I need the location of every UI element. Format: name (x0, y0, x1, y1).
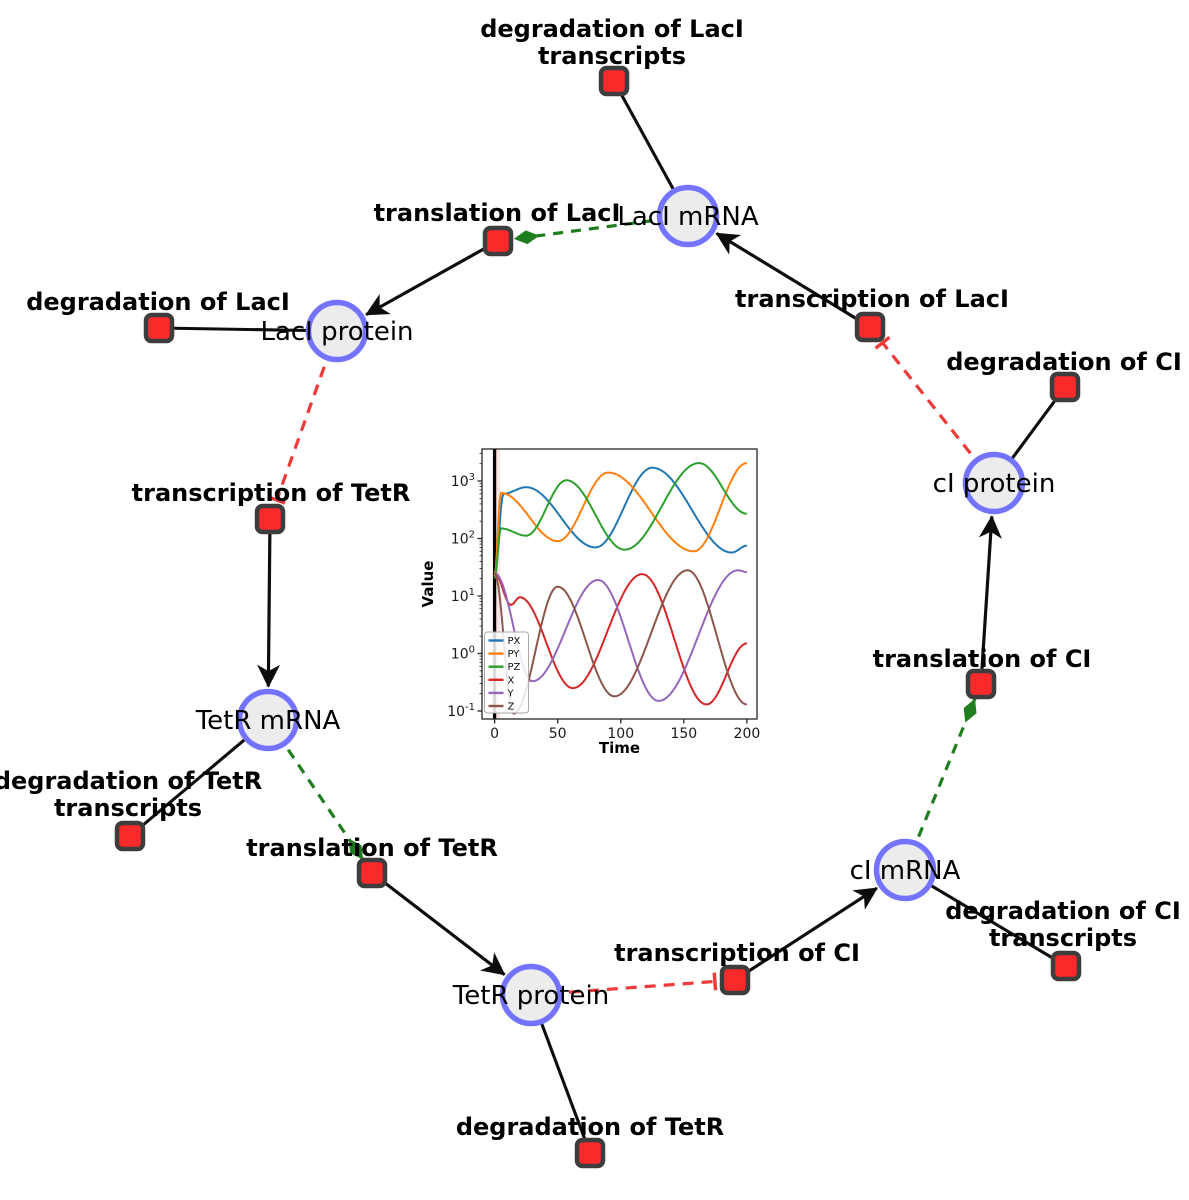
chart-series-PX (493, 466, 747, 574)
reaction-node-transcription-laci (854, 311, 886, 343)
chart-axes-box (481, 448, 758, 720)
reaction-label-translation-laci: translation of LacI (374, 199, 621, 227)
edge-transcription-ci-to-ci-mrna (734, 886, 878, 982)
species-nodes-layer (236, 184, 1026, 1027)
species-label-ci-mrna: cI mRNA (850, 856, 961, 886)
reaction-node-deg-tetr-transcripts (114, 820, 146, 852)
labels-layer: LacI mRNA LacI protein TetR mRNA TetR prote… (0, 15, 1182, 1141)
reaction-node-translation-ci (965, 668, 997, 700)
reaction-node-deg-ci-transcripts (1050, 950, 1082, 982)
legend-label-PX: PX (508, 636, 521, 647)
species-label-ci-protein: cI protein (933, 469, 1056, 499)
reaction-label-deg-ci-transcripts: degradation of CI (945, 897, 1181, 925)
chart-series-PZ (493, 462, 747, 579)
y-tick-label: 102 (451, 530, 475, 548)
reaction-label-transcription-ci: transcription of CI (614, 939, 860, 967)
reaction-label-transcription-tetr: transcription of TetR (132, 479, 411, 507)
species-node-tetr-mrna (236, 688, 300, 752)
edge-transcription-tetr-to-tetr-mrna (257, 518, 281, 688)
chart-series-Z (493, 569, 747, 715)
y-tick-label: 10-1 (447, 702, 475, 720)
reaction-node-transcription-tetr (254, 503, 286, 535)
chart-legend: PX PY PZ XYZ (484, 631, 529, 714)
species-label-tetr-protein: TetR protein (452, 981, 609, 1011)
reaction-label-deg-laci: degradation of LacI (26, 288, 290, 316)
x-tick-label: 200 (734, 726, 761, 742)
reaction-label-deg-ci-transcripts-line2: transcripts (989, 924, 1137, 952)
reaction-node-deg-tetr (574, 1137, 606, 1169)
reaction-node-transcription-ci (719, 964, 751, 996)
reaction-node-translation-tetr (356, 857, 388, 889)
legend-label-PY: PY (508, 649, 521, 660)
chart-series-group (493, 462, 747, 715)
species-node-tetr-protein (499, 963, 563, 1027)
x-tick-label: 150 (670, 726, 697, 742)
y-tick-label: 101 (451, 587, 475, 605)
chart-series-X (494, 572, 747, 706)
chart-ylabel: Value (419, 561, 437, 608)
legend-box (484, 631, 529, 714)
reaction-label-deg-tetr-transcripts-line2: transcripts (54, 794, 202, 822)
legend-label-PZ: PZ (508, 662, 521, 673)
reaction-label-deg-ci: degradation of CI (946, 348, 1182, 376)
chart-series-Y (494, 569, 747, 702)
y-tick-label: 100 (451, 645, 475, 663)
y-tick-label: 103 (451, 472, 475, 490)
edge-translation-ci-to-ci-protein (978, 515, 1002, 685)
legend-label-X: X (508, 675, 515, 686)
edge-translation-laci-to-laci-protein (365, 239, 499, 317)
chart-xlabel: Time (599, 739, 640, 757)
reaction-node-deg-ci (1049, 371, 1081, 403)
reaction-label-translation-ci: translation of CI (873, 645, 1092, 673)
reaction-label-deg-laci-transcripts: degradation of LacI (480, 15, 744, 43)
species-node-ci-mrna (873, 838, 937, 902)
reaction-label-transcription-laci: transcription of LacI (735, 285, 1009, 313)
reaction-label-deg-laci-transcripts-line2: transcripts (538, 42, 686, 70)
edge-translation-tetr-to-tetr-protein (371, 871, 506, 976)
edge-tetr-protein-to-transcription-ci (530, 972, 718, 997)
inset-timecourse-chart: 0 50 100 150 20010-1100101102103TimeValuePXP… (419, 448, 761, 757)
edge-ci-mrna-to-translation-ci (903, 698, 977, 871)
species-label-laci-mrna: LacI mRNA (617, 202, 758, 232)
species-label-laci-protein: LacI protein (260, 317, 413, 347)
reaction-node-deg-laci-transcripts (598, 65, 630, 97)
chart-series-PY (493, 462, 747, 577)
reaction-nodes-layer (114, 65, 1082, 1169)
reaction-label-translation-tetr: translation of TetR (246, 834, 498, 862)
x-tick-label: 100 (607, 726, 634, 742)
species-node-laci-protein (305, 299, 369, 363)
legend-label-Y: Y (507, 688, 515, 699)
species-node-ci-protein (962, 451, 1026, 515)
x-tick-label: 50 (549, 726, 567, 742)
x-tick-label: 0 (490, 726, 499, 742)
species-label-tetr-mrna: TetR mRNA (195, 706, 341, 736)
edge-transcription-laci-to-laci-mrna (715, 232, 871, 329)
legend-label-Z: Z (508, 702, 515, 713)
reaction-label-deg-tetr-transcripts: degradation of TetR (0, 767, 262, 795)
edge-laci-mrna-to-translation-laci (513, 214, 689, 245)
reaction-node-deg-laci (143, 312, 175, 344)
species-node-laci-mrna (656, 184, 720, 248)
reaction-node-translation-laci (482, 225, 514, 257)
reaction-label-deg-tetr: degradation of TetR (456, 1113, 724, 1141)
